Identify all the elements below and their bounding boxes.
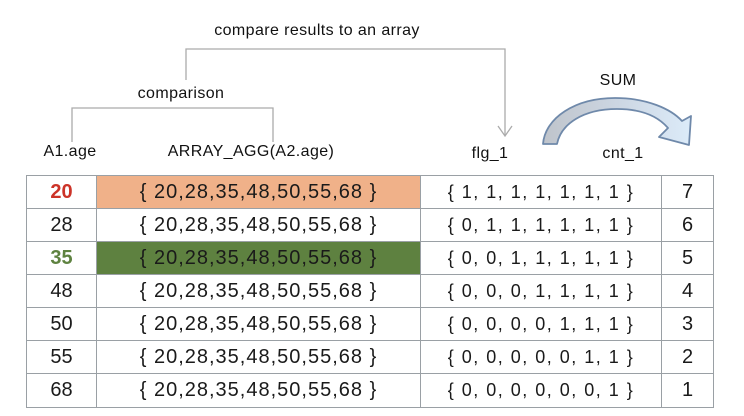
sum-curved-arrow-icon <box>542 97 692 146</box>
flg-cell: { 0, 0, 0, 0, 1, 1, 1 } <box>421 308 662 341</box>
comparison-label: comparison <box>137 85 225 102</box>
age-cell: 55 <box>27 341 97 374</box>
array-cell: { 20,28,35,48,50,55,68 } <box>97 341 421 374</box>
column-header-flg-1: flg_1 <box>471 145 509 162</box>
table-row: 35 { 20,28,35,48,50,55,68 } { 0, 0, 1, 1… <box>27 242 713 275</box>
column-header-a1-age: A1.age <box>43 143 97 160</box>
array-cell: { 20,28,35,48,50,55,68 } <box>97 209 421 242</box>
age-cell: 68 <box>27 374 97 407</box>
cnt-cell: 3 <box>662 308 713 341</box>
down-arrow-icon <box>497 125 513 138</box>
array-cell: { 20,28,35,48,50,55,68 } <box>97 242 421 275</box>
result-table: 20 { 20,28,35,48,50,55,68 } { 1, 1, 1, 1… <box>26 175 714 408</box>
age-cell: 50 <box>27 308 97 341</box>
cnt-cell: 1 <box>681 379 694 401</box>
column-header-cnt-1: cnt_1 <box>602 145 644 162</box>
cnt-cell: 2 <box>662 341 713 374</box>
comparison-bracket <box>71 107 274 142</box>
age-cell: 28 <box>27 209 97 242</box>
flg-cell: { 1, 1, 1, 1, 1, 1, 1 } <box>421 176 662 209</box>
array-cell: { 20,28,35,48,50,55,68 } <box>97 176 421 209</box>
table-row: 48 { 20,28,35,48,50,55,68 } { 0, 0, 0, 1… <box>27 275 713 308</box>
table-row: 28 { 20,28,35,48,50,55,68 } { 0, 1, 1, 1… <box>27 209 713 242</box>
array-cell: { 20,28,35,48,50,55,68 } <box>97 374 421 407</box>
compare-results-label: compare results to an array <box>214 22 420 39</box>
column-header-array-agg: ARRAY_AGG(A2.age) <box>167 143 335 160</box>
cnt-cell: 7 <box>662 176 713 209</box>
table-row: 55 { 20,28,35,48,50,55,68 } { 0, 0, 0, 0… <box>27 341 713 374</box>
flg-cell: { 0, 0, 0, 1, 1, 1, 1 } <box>421 275 662 308</box>
table-row: 68 { 20,28,35,48,50,55,68 } { 0, 0, 0, 0… <box>27 374 713 407</box>
table-row: 20 { 20,28,35,48,50,55,68 } { 1, 1, 1, 1… <box>27 176 713 209</box>
array-cell: { 20,28,35,48,50,55,68 } <box>97 275 421 308</box>
table-row: 50 { 20,28,35,48,50,55,68 } { 0, 0, 0, 0… <box>27 308 713 341</box>
flg-cell: { 0, 0, 0, 0, 0, 0, 1 } <box>421 374 662 407</box>
flg-cell: { 0, 0, 0, 0, 0, 1, 1 } <box>421 341 662 374</box>
compare-bracket <box>185 48 506 135</box>
array-cell: { 20,28,35,48,50,55,68 } <box>97 308 421 341</box>
age-cell: 35 <box>27 242 97 275</box>
cnt-cell: 4 <box>662 275 713 308</box>
age-cell: 48 <box>27 275 97 308</box>
cnt-cell: 6 <box>662 209 713 242</box>
flg-cell: { 0, 1, 1, 1, 1, 1, 1 } <box>421 209 662 242</box>
age-cell: 20 <box>27 176 97 209</box>
cnt-cell: 5 <box>662 242 713 275</box>
flg-cell: { 0, 0, 1, 1, 1, 1, 1 } <box>421 242 662 275</box>
sum-label: SUM <box>599 72 637 89</box>
